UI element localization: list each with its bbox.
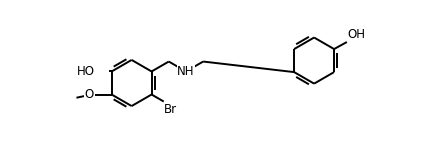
- Text: NH: NH: [177, 65, 195, 78]
- Text: HO: HO: [77, 65, 95, 78]
- Text: OH: OH: [348, 28, 366, 41]
- Text: Br: Br: [164, 103, 177, 116]
- Text: O: O: [85, 88, 94, 101]
